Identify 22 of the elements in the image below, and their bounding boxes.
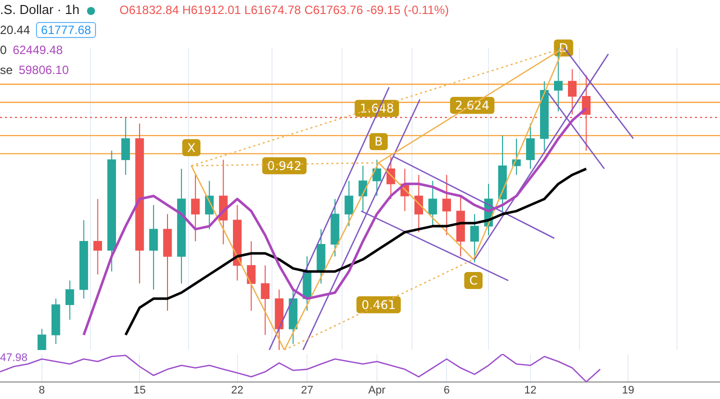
- text: 20.44: [0, 23, 30, 37]
- x-tick-label: Apr: [368, 384, 386, 396]
- annotation: X: [187, 140, 196, 155]
- annotation: 62449.48: [12, 43, 63, 57]
- x-tick-label: 27: [300, 384, 314, 396]
- annotation: 59806.10: [18, 63, 69, 77]
- annotation: se: [0, 63, 13, 77]
- x-tick-label: 12: [524, 384, 537, 396]
- annotation: B: [374, 134, 383, 149]
- annotation: 0.942: [267, 158, 302, 173]
- x-tick-label: 19: [622, 384, 634, 396]
- annotation: 0: [0, 43, 7, 57]
- annotation: C: [469, 274, 478, 288]
- chart-title: .S. Dollar · 1h: [0, 2, 80, 17]
- annotation: 47.98: [0, 352, 28, 364]
- text: 61777.68: [36, 22, 96, 38]
- x-tick-label: 8: [38, 384, 45, 396]
- x-tick-label: 6: [444, 384, 450, 396]
- x-tick-label: 22: [231, 384, 244, 396]
- chart-subtitle: O61832.84 H61912.01 L61674.78 C61763.76 -69.15 (-0.11%): [119, 3, 449, 17]
- x-tick-label: 15: [133, 384, 146, 396]
- annotation: 0.461: [361, 298, 396, 312]
